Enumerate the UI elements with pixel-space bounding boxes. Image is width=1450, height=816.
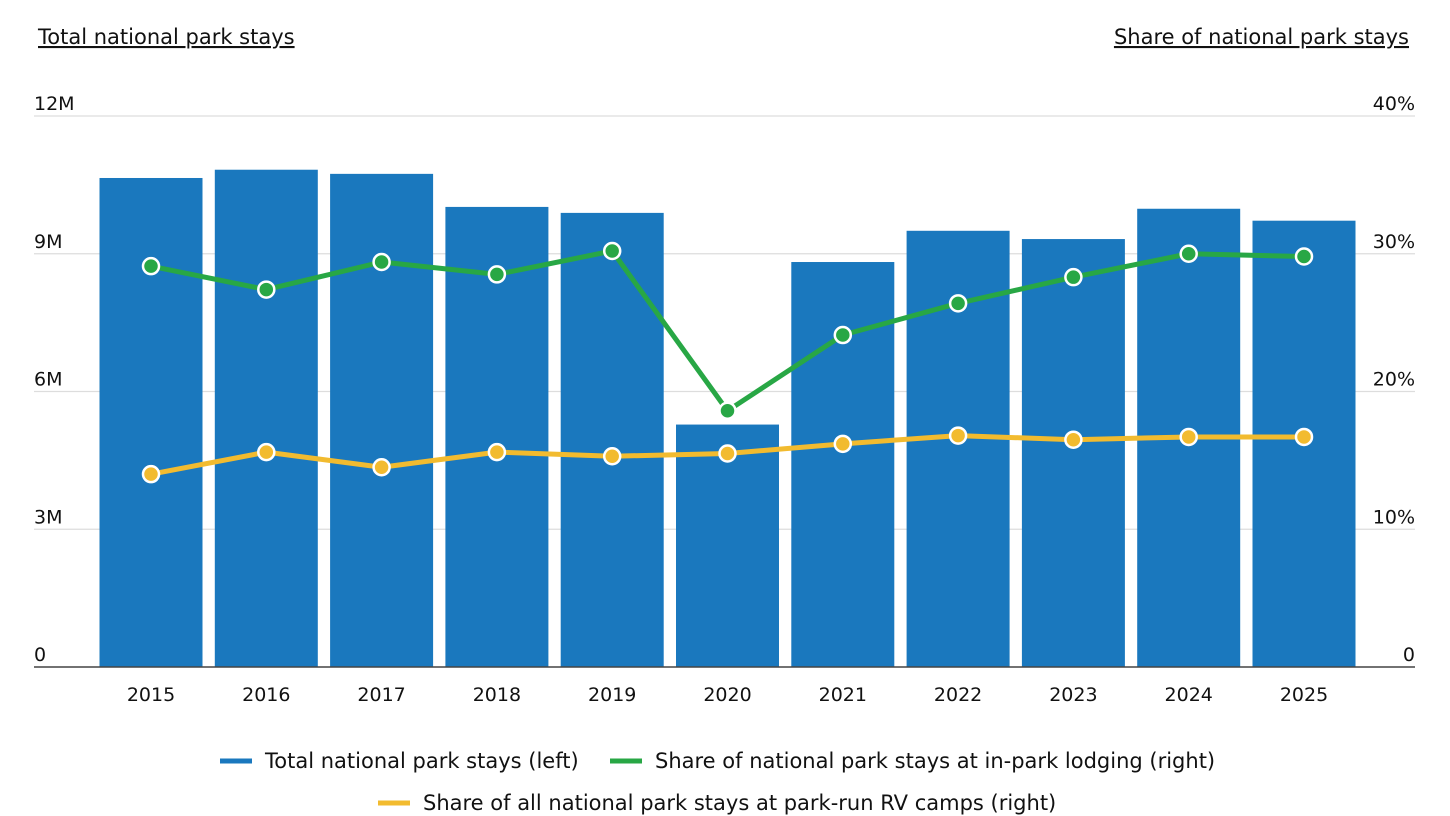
x-tick-label: 2020 <box>703 684 751 706</box>
line-series-2 <box>141 426 1314 484</box>
right-axis-title: Share of national park stays <box>1114 25 1409 49</box>
data-point <box>257 280 276 299</box>
data-point <box>718 401 737 421</box>
data-point <box>1294 247 1314 266</box>
legend: Total national park stays (left) Share of… <box>220 749 1215 815</box>
data-point <box>372 252 391 272</box>
series-line <box>148 248 1307 414</box>
left-tick-label: 3M <box>34 506 62 528</box>
right-axis-ticks: 0 10% 20% 30% 40% <box>1373 93 1415 666</box>
left-tick-label: 12M <box>34 93 75 115</box>
right-tick-label: 0 <box>1403 644 1415 666</box>
data-point <box>602 241 622 261</box>
bar-2016 <box>214 169 318 667</box>
x-tick-label: 2015 <box>127 684 175 706</box>
data-point <box>833 325 853 345</box>
bar-2019 <box>560 212 664 668</box>
x-tick-label: 2019 <box>588 684 636 706</box>
x-tick-label: 2023 <box>1049 684 1097 706</box>
x-axis-ticks: 2015 2016 2017 2018 2019 2020 2021 2022 2023 2024… <box>127 684 1328 706</box>
left-tick-label: 6M <box>34 369 62 391</box>
data-point <box>718 444 737 463</box>
x-tick-label: 2025 <box>1280 684 1328 706</box>
legend-item-3: Share of all national park stays at park… <box>378 791 1056 815</box>
legend-label: Share of national park stays at in-park … <box>655 749 1215 773</box>
legend-label: Share of all national park stays at park… <box>423 791 1056 815</box>
data-point <box>141 464 161 484</box>
x-tick-label: 2017 <box>357 684 405 706</box>
right-tick-label: 30% <box>1373 231 1415 253</box>
data-point <box>602 446 622 466</box>
line-series <box>141 241 1314 484</box>
bar-2023 <box>1021 239 1125 667</box>
legend-item-1: Total national park stays (left) <box>220 749 579 773</box>
data-point <box>1064 430 1083 449</box>
x-tick-label: 2022 <box>934 684 982 706</box>
data-point <box>141 256 161 276</box>
x-tick-label: 2018 <box>473 684 521 706</box>
line-series-1 <box>141 241 1314 421</box>
x-tick-label: 2021 <box>819 684 867 706</box>
x-tick-label: 2016 <box>242 684 290 706</box>
data-point <box>1179 244 1198 263</box>
left-tick-label: 0 <box>34 644 46 666</box>
bar-2015 <box>99 177 203 668</box>
bar-2017 <box>330 173 434 668</box>
data-point <box>1064 267 1083 287</box>
data-point <box>257 442 276 462</box>
data-point <box>948 426 968 445</box>
right-tick-label: 20% <box>1373 369 1415 391</box>
right-tick-label: 40% <box>1373 93 1415 115</box>
data-point <box>372 458 391 477</box>
data-point <box>1294 427 1314 447</box>
bar-2020 <box>676 424 779 667</box>
left-tick-label: 9M <box>34 231 62 253</box>
legend-item-2: Share of national park stays at in-park … <box>610 749 1215 773</box>
data-point <box>948 294 968 313</box>
data-point <box>1179 427 1198 447</box>
x-tick-label: 2024 <box>1165 684 1213 706</box>
left-axis-ticks: 0 3M 6M 9M 12M <box>34 93 75 666</box>
right-tick-label: 10% <box>1373 506 1415 528</box>
legend-label: Total national park stays (left) <box>264 749 579 773</box>
data-point <box>833 434 853 454</box>
left-axis-title: Total national park stays <box>37 25 295 49</box>
data-point <box>487 265 507 284</box>
data-point <box>487 442 507 462</box>
